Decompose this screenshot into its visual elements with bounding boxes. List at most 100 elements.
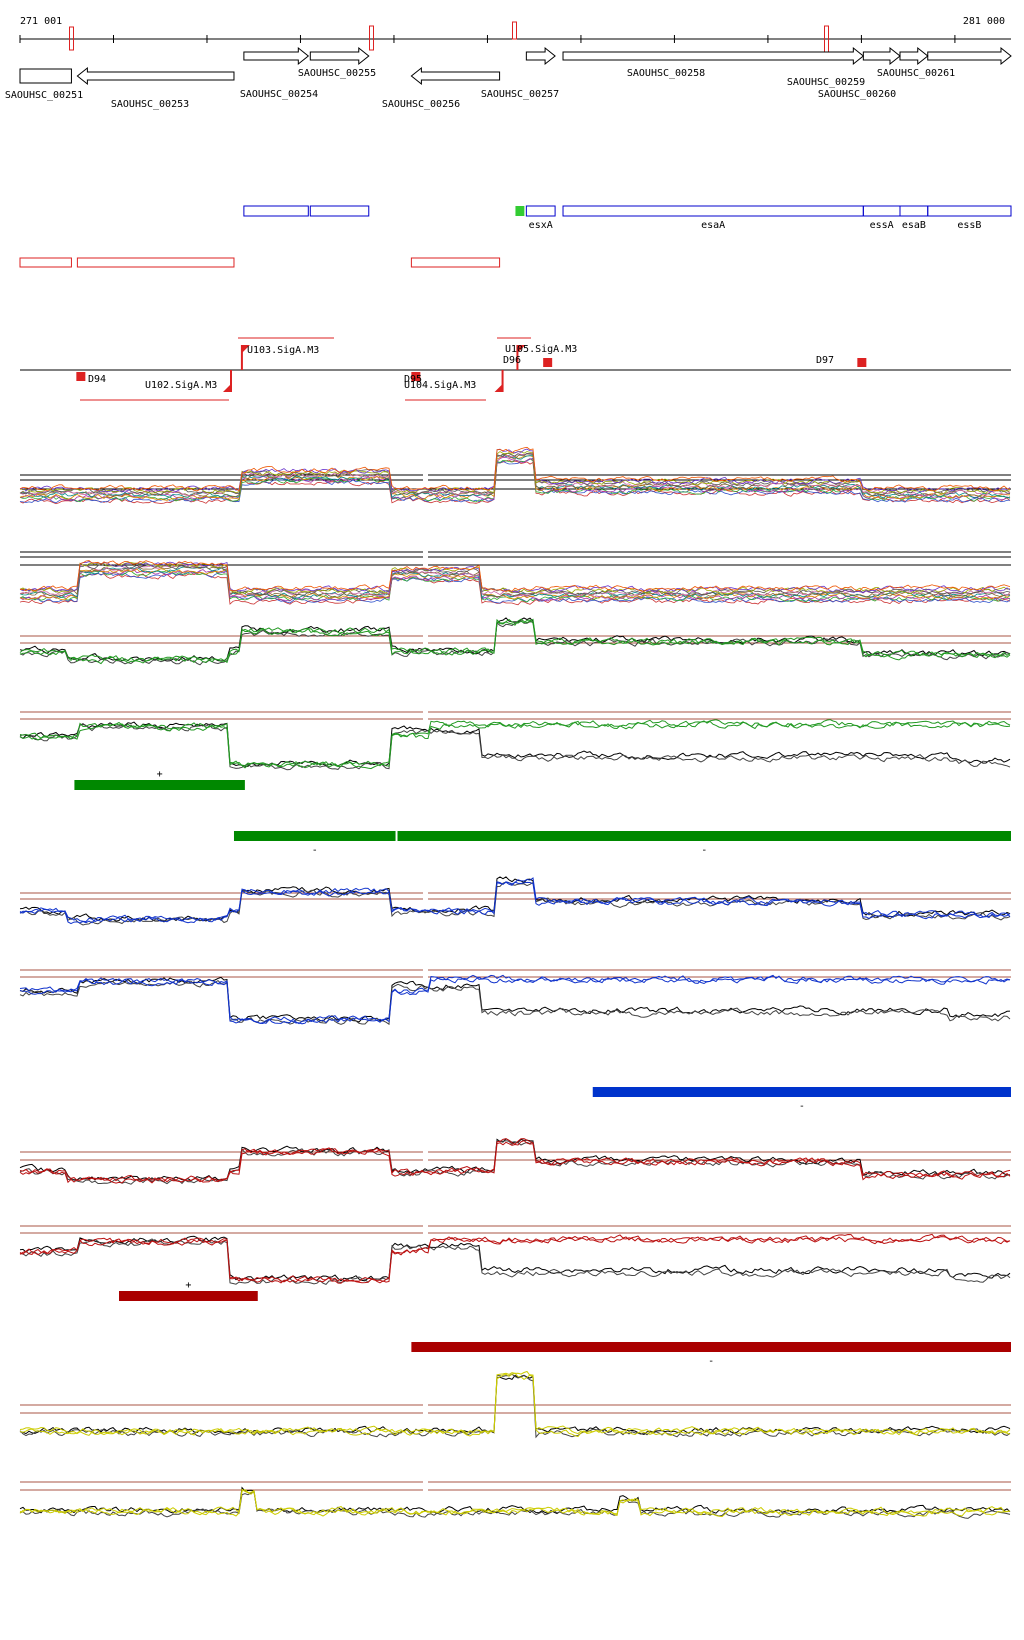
blue-segment-bar: [592, 1087, 1011, 1097]
expression-trace: [19, 1235, 1011, 1282]
green-segment-bar: [74, 780, 245, 790]
block-trace: [19, 457, 1011, 504]
promoter-flag: [241, 345, 250, 353]
terminator-label: D95: [404, 374, 422, 385]
expression-trace: [19, 723, 1011, 771]
expression-tracks: [19, 446, 1011, 1519]
expression-trace: [19, 881, 1011, 925]
segment-bars: + - - - + -: [74, 769, 1012, 1367]
block-trace: [19, 446, 1011, 492]
block-trace: [19, 564, 1011, 597]
ruler-mark: [69, 26, 74, 51]
red-segment-bar: [119, 1291, 258, 1301]
ruler-marks: [69, 21, 829, 53]
gene-arrow: [862, 46, 901, 66]
expression-trace: [19, 979, 1011, 1026]
expression-trace: [19, 617, 1011, 662]
blue-feature-label: esxA: [529, 220, 553, 231]
segment-strand-label: +: [157, 769, 163, 780]
promoter-label: U105.SigA.M3: [505, 344, 577, 355]
blue-feature-box: [243, 205, 309, 217]
terminator-marker: [543, 358, 553, 367]
promoter-flag: [494, 384, 503, 392]
gene-label: SAOUHSC_00254: [240, 89, 318, 100]
gene-arrow: [410, 66, 501, 86]
gene-arrow: [562, 46, 865, 66]
expression-trace: [19, 1235, 1011, 1284]
block-trace: [19, 569, 1011, 602]
red-feature-box: [19, 257, 72, 268]
expression-trace: [19, 1372, 1011, 1438]
gene-label: SAOUHSC_00257: [481, 89, 559, 100]
blue-feature-box: [525, 205, 556, 217]
promoter-label: U104.SigA.M3: [404, 380, 476, 391]
ruler-mark: [512, 21, 517, 40]
blue-feature-label: esaB: [902, 220, 926, 231]
gene-label: SAOUHSC_00260: [818, 89, 896, 100]
terminator-marker: [411, 372, 421, 381]
promoter-terminator-track: U102.SigA.M3 U103.SigA.M3 U104.SigA.M3 U105…: [20, 337, 1011, 401]
block-trace: [19, 560, 1011, 592]
gene-label: SAOUHSC_00251: [5, 90, 83, 101]
gene-arrow: [243, 46, 310, 66]
expression-trace: [19, 1233, 1011, 1284]
segment-strand-label: -: [701, 845, 707, 856]
segment-strand-label: -: [312, 845, 318, 856]
gene-label: SAOUHSC_00258: [627, 68, 705, 79]
red-feature-box: [76, 257, 235, 268]
block-trace: [19, 452, 1011, 496]
block-trace: [19, 561, 1011, 594]
coordinate-ruler: 271 001 281 000: [19, 16, 1011, 53]
terminator-label: D96: [503, 355, 521, 366]
expression-trace: [19, 1373, 1011, 1439]
green-segment-bar: [233, 831, 396, 841]
block-trace: [19, 568, 1011, 601]
terminators: D94 D95 D96 D97: [76, 355, 867, 385]
block-trace: [19, 569, 1011, 603]
gene-arrow: [309, 46, 370, 66]
terminator-marker: [76, 372, 86, 381]
gene-label: SAOUHSC_00256: [382, 99, 460, 110]
start-coordinate: 271 001: [20, 16, 62, 27]
segment-strand-label: +: [185, 1280, 191, 1291]
gene-label: SAOUHSC_00259: [787, 77, 865, 88]
end-coordinate: 281 000: [963, 16, 1005, 27]
gene-track: SAOUHSC_00251 SAOUHSC_00253 SAOUHSC_00254 S…: [5, 46, 1012, 110]
promoter-flag: [223, 384, 232, 392]
terminator-marker: [857, 358, 867, 367]
blue-feature-box: [309, 205, 370, 217]
segment-strand-label: -: [708, 1356, 714, 1367]
gene-arrow: [899, 46, 929, 66]
expression-trace: [19, 1140, 1011, 1184]
promoter-label: U103.SigA.M3: [247, 345, 319, 356]
expression-trace: [19, 1488, 1011, 1516]
segment-strand-label: -: [799, 1101, 805, 1112]
gene-arrow: [76, 66, 235, 86]
blue-feature-box: [927, 205, 1012, 217]
expression-trace: [19, 720, 1011, 770]
blue-feature-label: essA: [870, 220, 894, 231]
block-trace: [19, 565, 1011, 598]
blue-feature-box: [862, 205, 901, 217]
block-trace: [19, 562, 1011, 595]
promoter-label: U102.SigA.M3: [145, 380, 217, 391]
green-feature-box: [515, 206, 525, 216]
block-trace: [19, 453, 1011, 498]
promoters: U102.SigA.M3 U103.SigA.M3 U104.SigA.M3 U105…: [80, 337, 577, 401]
gene-arrow: [927, 46, 1012, 66]
promoter-flag: [517, 345, 526, 353]
blue-feature-label: essB: [957, 220, 981, 231]
block-trace: [19, 563, 1011, 596]
green-segment-bar: [397, 831, 1011, 841]
gene-label: SAOUHSC_00253: [111, 99, 189, 110]
blue-feature-box: [562, 205, 864, 217]
block-trace: [19, 454, 1010, 501]
expression-trace: [19, 719, 1011, 768]
expression-trace: [19, 1488, 1011, 1518]
ruler-ticks: [19, 35, 956, 43]
red-feature-box: [410, 257, 501, 268]
terminator-label: D97: [816, 355, 834, 366]
expression-trace: [19, 1370, 1011, 1436]
block-trace: [19, 459, 1011, 505]
